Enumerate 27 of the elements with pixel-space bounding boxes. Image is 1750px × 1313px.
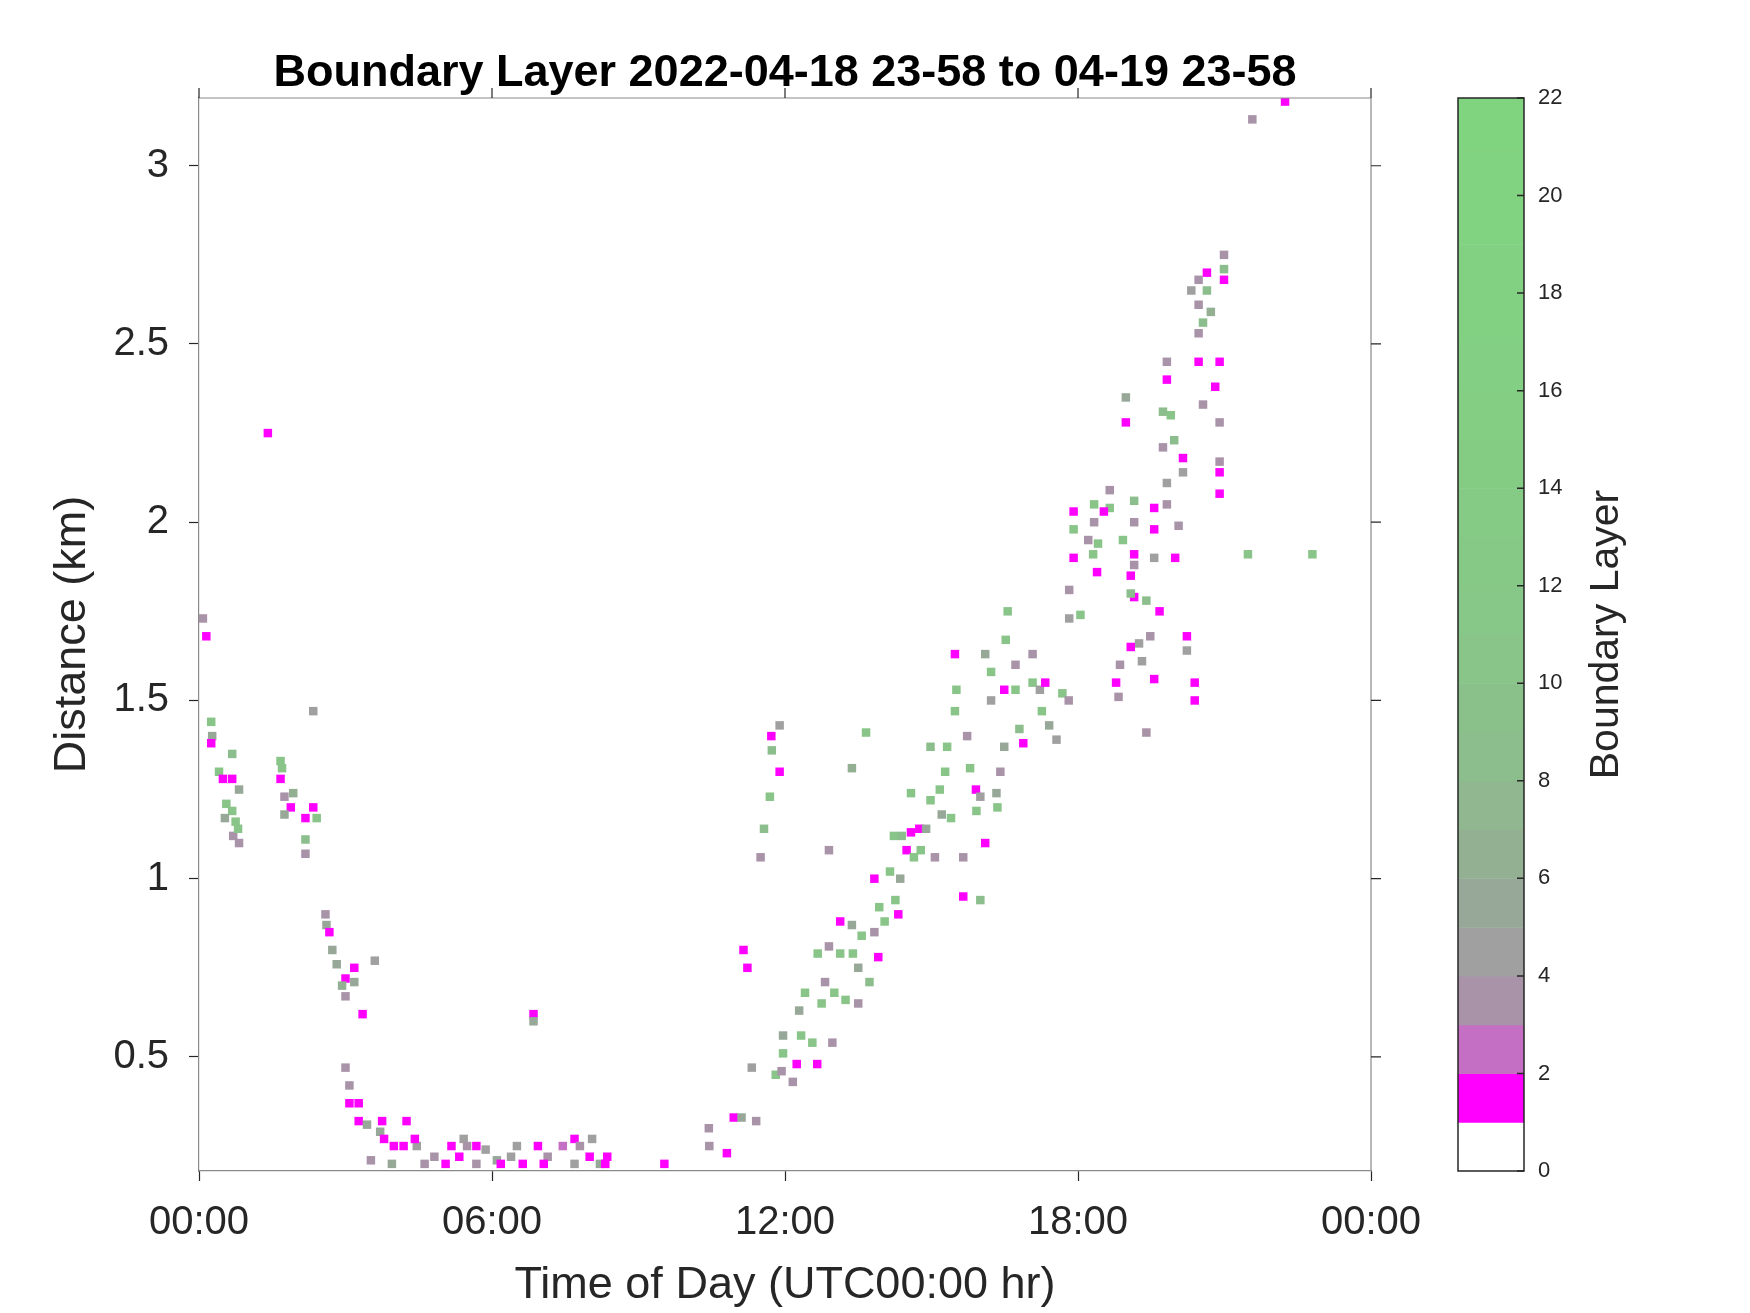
x-tick-label: 12:00 — [734, 1198, 836, 1243]
color-bar-label: 4 — [1538, 961, 1551, 987]
color-bar-label: 16 — [1538, 376, 1563, 402]
y-tick-label: 2.5 — [113, 319, 169, 363]
y-tick-label: 1 — [146, 853, 169, 898]
y-axis-title: Distance (km) — [44, 495, 96, 774]
color-bar-label: 8 — [1538, 766, 1551, 792]
y-tick-label: 2 — [146, 497, 169, 542]
x-tick-label: 06:00 — [441, 1198, 543, 1243]
x-tick-label: 00:00 — [1320, 1198, 1422, 1243]
x-tick-label: 18:00 — [1027, 1198, 1129, 1243]
y-tick-label: 3 — [146, 140, 169, 185]
y-tick-label: 0.5 — [113, 1031, 169, 1076]
color-bar-label: 12 — [1538, 571, 1563, 597]
color-bar-label: 2 — [1538, 1059, 1551, 1085]
chart-title: Boundary Layer 2022-04-18 23-58 to 04-19 23-58 — [273, 45, 1297, 96]
x-tick-label: 00:00 — [148, 1198, 250, 1243]
color-bar-label: 0 — [1538, 1157, 1551, 1183]
color-bar-label: 22 — [1538, 84, 1563, 110]
color-bar-label: 14 — [1538, 474, 1563, 500]
x-axis-title: Time of Day (UTC00:00 hr) — [514, 1257, 1056, 1309]
color-bar-title: Boundary Layer — [1581, 489, 1628, 780]
color-bar-label: 10 — [1538, 669, 1563, 695]
color-bar-label: 18 — [1538, 279, 1563, 305]
color-bar-label: 20 — [1538, 181, 1563, 207]
color-bar-label: 6 — [1538, 864, 1551, 890]
y-tick-label: 1.5 — [113, 675, 169, 720]
